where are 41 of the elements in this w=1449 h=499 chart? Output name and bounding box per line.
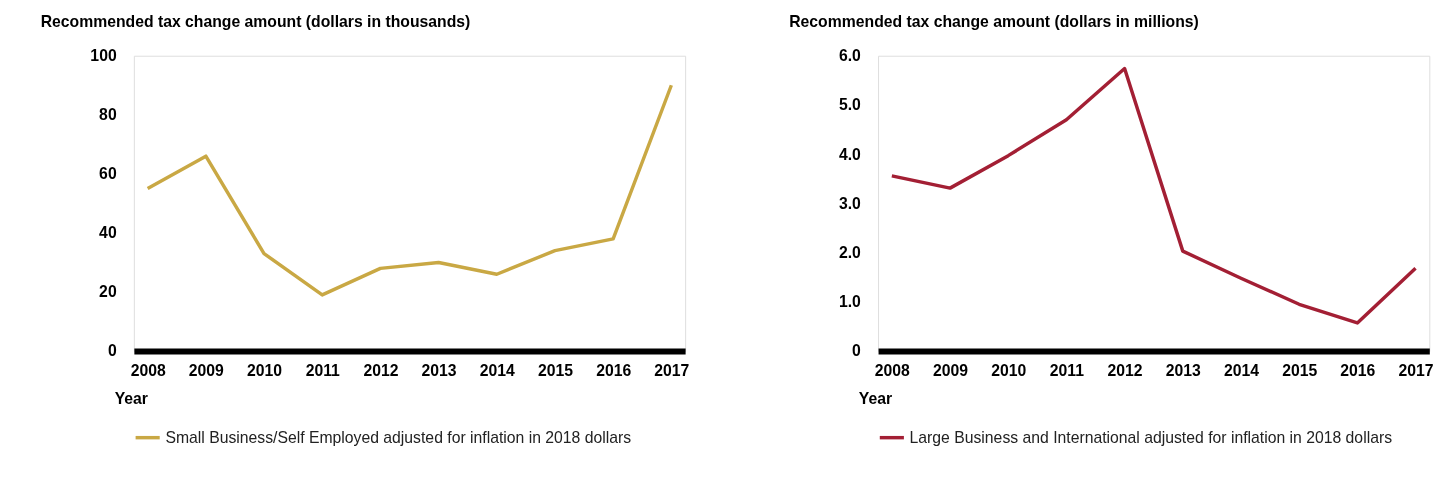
y-tick-label: 5.0 xyxy=(838,96,862,114)
x-tick-label: 2014 xyxy=(479,362,516,380)
x-tick-label: 2010 xyxy=(247,362,283,380)
x-tick-label: 2015 xyxy=(1282,362,1318,380)
x-tick-label: 2009 xyxy=(933,362,969,380)
y-tick-label: 80 xyxy=(99,106,117,124)
y-tick-label: 3.0 xyxy=(838,194,862,212)
x-tick-label: 2017 xyxy=(654,362,690,380)
line-series xyxy=(890,66,1418,325)
x-tick-label: 2011 xyxy=(1049,362,1085,380)
y-tick-label: 100 xyxy=(90,47,117,65)
x-tick-label: 2013 xyxy=(1165,362,1202,380)
x-tick-label: 2013 xyxy=(421,362,457,380)
y-tick-label: 0 xyxy=(107,342,117,360)
x-tick-label: 2009 xyxy=(188,362,225,380)
x-tick-label: 2012 xyxy=(363,362,399,380)
chart-title: Recommended tax change amount (dollars in millions) xyxy=(789,13,1199,31)
x-tick-label: 2008 xyxy=(130,362,166,380)
legend-label: Small Business/Self Employed adjusted for inflation in 2018 dollars xyxy=(165,428,632,446)
y-tick-label: 40 xyxy=(99,224,117,242)
x-tick-label: 2016 xyxy=(596,362,632,380)
y-tick-label: 60 xyxy=(99,165,117,183)
x-tick-label: 2015 xyxy=(537,362,574,380)
y-tick-label: 2.0 xyxy=(838,244,862,262)
x-tick-label: 2012 xyxy=(1107,362,1143,380)
x-tick-label: 2010 xyxy=(991,362,1027,380)
x-axis-title: Year xyxy=(114,389,148,407)
line-series xyxy=(145,83,674,297)
chart-title: Recommended tax change amount (dollars in thousands) xyxy=(40,13,471,31)
x-tick-label: 2008 xyxy=(874,362,911,380)
x-axis-title: Year xyxy=(858,389,893,407)
x-tick-label: 2017 xyxy=(1398,362,1434,380)
x-tick-label: 2011 xyxy=(305,362,341,380)
y-tick-label: 4.0 xyxy=(838,145,862,163)
y-tick-label: 20 xyxy=(99,283,117,301)
x-tick-label: 2014 xyxy=(1223,362,1260,380)
legend-label: Large Business and International adjusted for inflation in 2018 dollars xyxy=(909,428,1393,446)
x-tick-label: 2016 xyxy=(1340,362,1376,380)
y-tick-label: 0 xyxy=(852,342,862,360)
y-tick-label: 1.0 xyxy=(838,293,862,311)
y-tick-label: 6.0 xyxy=(838,47,862,65)
